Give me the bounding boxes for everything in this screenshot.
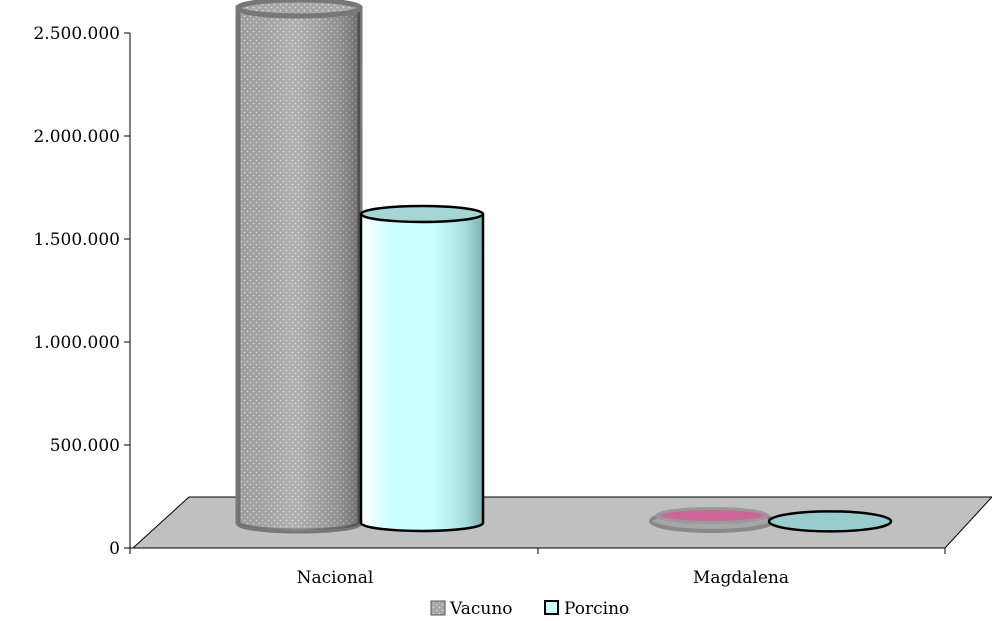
y-tick-label: 1.500.000 — [33, 230, 120, 250]
y-tick-label: 0 — [109, 539, 120, 559]
legend-swatch-vacuno — [430, 600, 446, 616]
bar-magdalena-porcino — [767, 510, 893, 533]
legend-label-porcino: Porcino — [564, 599, 629, 619]
category-label-nacional: Nacional — [297, 568, 374, 588]
y-tick-label: 2.000.000 — [33, 127, 120, 147]
legend-label-vacuno: Vacuno — [449, 599, 513, 619]
legend: Vacuno Porcino — [430, 599, 629, 619]
y-tick-label: 2.500.000 — [33, 24, 120, 44]
category-label-magdalena: Magdalena — [693, 568, 789, 588]
legend-swatch-porcino — [544, 600, 559, 615]
bar-nacional-vacuno — [235, 0, 363, 534]
y-tick-label: 500.000 — [50, 436, 120, 456]
y-tick-label: 1.000.000 — [33, 333, 120, 353]
bar-magdalena-vacuno — [649, 507, 775, 533]
bar-nacional-porcino — [359, 204, 485, 533]
